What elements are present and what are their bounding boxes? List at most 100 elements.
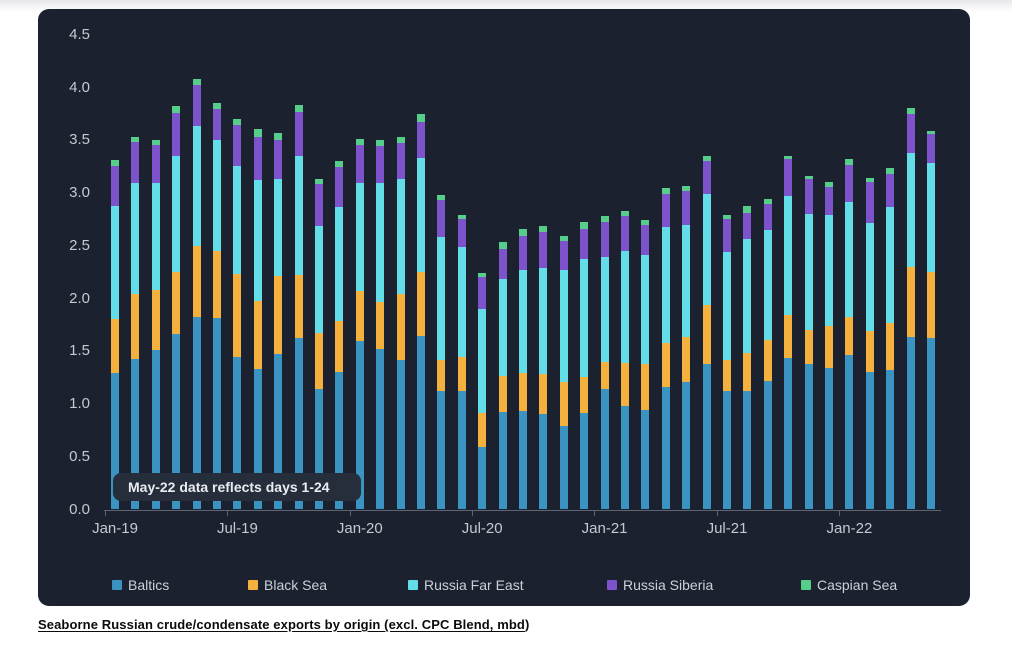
bar-segment-Sep-19-baltics[interactable]	[274, 353, 283, 509]
legend-item-black-sea[interactable]: Black Sea	[248, 578, 327, 592]
bar-segment-Feb-21-russia-siberia[interactable]	[621, 215, 629, 251]
bar-segment-May-19-russia-siberia[interactable]	[192, 84, 201, 127]
bar-Aug-21[interactable]	[743, 206, 752, 509]
bar-segment-Jan-21-russia-far-east[interactable]	[600, 256, 609, 363]
bar-segment-May-20-russia-far-east[interactable]	[437, 236, 446, 361]
bar-segment-Oct-20-russia-siberia[interactable]	[539, 231, 548, 269]
bar-segment-Sep-21-black-sea[interactable]	[763, 340, 772, 382]
bar-Oct-19[interactable]	[294, 104, 303, 509]
bar-segment-Sep-19-black-sea[interactable]	[274, 275, 283, 354]
bar-Jun-20[interactable]	[457, 214, 466, 509]
bar-segment-Feb-21-russia-far-east[interactable]	[621, 250, 629, 364]
bar-segment-Feb-20-caspian-sea[interactable]	[376, 139, 385, 147]
bar-segment-Sep-20-russia-far-east[interactable]	[519, 269, 527, 373]
bar-segment-Jun-21-baltics[interactable]	[702, 364, 711, 509]
bar-segment-Oct-21-russia-far-east[interactable]	[784, 195, 793, 315]
bar-segment-Apr-21-baltics[interactable]	[661, 386, 670, 509]
bar-segment-Nov-21-caspian-sea[interactable]	[804, 175, 813, 179]
bar-segment-Oct-20-russia-far-east[interactable]	[539, 268, 548, 374]
bar-segment-Aug-19-russia-far-east[interactable]	[253, 179, 262, 302]
bar-segment-Jan-19-russia-siberia[interactable]	[111, 166, 119, 207]
bar-segment-Mar-22-russia-siberia[interactable]	[886, 173, 895, 208]
bar-segment-Mar-20-black-sea[interactable]	[396, 293, 405, 361]
bar-segment-Mar-21-russia-siberia[interactable]	[641, 225, 650, 255]
bar-segment-Jul-19-caspian-sea[interactable]	[233, 118, 242, 125]
bar-segment-Oct-21-baltics[interactable]	[784, 358, 793, 509]
bar-segment-Aug-20-russia-far-east[interactable]	[498, 278, 507, 377]
bar-segment-Jun-21-caspian-sea[interactable]	[702, 155, 711, 161]
bar-segment-Apr-22-black-sea[interactable]	[906, 267, 915, 338]
bar-segment-Oct-20-caspian-sea[interactable]	[539, 226, 548, 232]
bar-segment-Apr-22-russia-far-east[interactable]	[906, 153, 915, 268]
bar-segment-May-20-black-sea[interactable]	[437, 360, 446, 391]
legend-item-baltics[interactable]: Baltics	[112, 578, 169, 592]
bar-segment-Oct-19-russia-siberia[interactable]	[294, 112, 303, 156]
bar-segment-Jun-19-baltics[interactable]	[213, 318, 221, 509]
bar-segment-Nov-19-black-sea[interactable]	[315, 332, 323, 389]
bar-segment-Mar-20-russia-far-east[interactable]	[396, 178, 405, 294]
bar-segment-Sep-21-russia-siberia[interactable]	[763, 204, 772, 231]
bar-segment-Apr-19-russia-siberia[interactable]	[172, 113, 181, 156]
bar-segment-May-22-russia-far-east[interactable]	[927, 162, 935, 272]
bar-Aug-20[interactable]	[498, 242, 507, 509]
legend-item-russia-far-east[interactable]: Russia Far East	[408, 578, 524, 592]
bar-Sep-20[interactable]	[519, 229, 527, 509]
bar-segment-Jul-19-baltics[interactable]	[233, 357, 242, 509]
bar-segment-Nov-20-baltics[interactable]	[559, 425, 568, 509]
bar-segment-Jun-20-russia-far-east[interactable]	[457, 247, 466, 358]
bar-segment-Apr-21-caspian-sea[interactable]	[661, 188, 670, 194]
bar-segment-Feb-19-baltics[interactable]	[131, 359, 140, 509]
bar-segment-Apr-21-russia-siberia[interactable]	[661, 193, 670, 228]
bar-Sep-19[interactable]	[274, 133, 283, 509]
bar-segment-Jan-21-baltics[interactable]	[600, 388, 609, 509]
bar-segment-Jun-21-russia-siberia[interactable]	[702, 160, 711, 194]
bar-segment-Nov-21-baltics[interactable]	[804, 364, 813, 509]
bar-segment-Oct-21-caspian-sea[interactable]	[784, 155, 793, 159]
bar-segment-Dec-20-russia-far-east[interactable]	[580, 258, 589, 378]
bar-segment-Jan-22-caspian-sea[interactable]	[845, 158, 854, 166]
bar-segment-May-19-black-sea[interactable]	[192, 246, 201, 317]
bar-segment-Jun-19-russia-siberia[interactable]	[213, 109, 221, 140]
legend-item-caspian-sea[interactable]: Caspian Sea	[801, 578, 897, 592]
bar-segment-May-21-russia-far-east[interactable]	[682, 225, 691, 337]
bar-segment-Sep-21-russia-far-east[interactable]	[763, 230, 772, 341]
bar-segment-Feb-20-black-sea[interactable]	[376, 302, 385, 349]
bar-segment-Aug-20-caspian-sea[interactable]	[498, 242, 507, 250]
bar-segment-Aug-19-russia-siberia[interactable]	[253, 136, 262, 180]
bar-segment-Sep-19-russia-far-east[interactable]	[274, 178, 283, 276]
bar-segment-Dec-19-black-sea[interactable]	[335, 321, 344, 372]
bar-segment-Dec-21-russia-far-east[interactable]	[825, 214, 833, 327]
bar-segment-Jul-21-russia-siberia[interactable]	[723, 218, 731, 252]
bar-segment-Apr-20-caspian-sea[interactable]	[417, 114, 425, 122]
bar-segment-Jul-21-caspian-sea[interactable]	[723, 214, 731, 219]
bar-segment-Sep-21-caspian-sea[interactable]	[763, 198, 772, 205]
bar-segment-Apr-20-baltics[interactable]	[417, 335, 425, 509]
bar-segment-Jan-19-baltics[interactable]	[111, 372, 119, 509]
bar-Feb-21[interactable]	[621, 211, 629, 509]
bar-segment-Mar-19-russia-far-east[interactable]	[151, 182, 160, 290]
bar-Nov-19[interactable]	[315, 178, 323, 509]
bar-segment-Aug-20-russia-siberia[interactable]	[498, 249, 507, 279]
bar-Apr-20[interactable]	[417, 114, 425, 509]
legend-item-russia-siberia[interactable]: Russia Siberia	[607, 578, 713, 592]
bar-segment-Aug-21-russia-siberia[interactable]	[743, 212, 752, 239]
bar-segment-Aug-21-caspian-sea[interactable]	[743, 206, 752, 213]
bar-segment-Jul-19-russia-siberia[interactable]	[233, 124, 242, 167]
bar-Jun-21[interactable]	[702, 155, 711, 509]
bar-Oct-20[interactable]	[539, 226, 548, 509]
bar-segment-Apr-19-baltics[interactable]	[172, 333, 181, 509]
bar-segment-Jul-20-baltics[interactable]	[478, 446, 487, 509]
bar-Dec-21[interactable]	[825, 181, 833, 509]
bar-segment-May-21-black-sea[interactable]	[682, 337, 691, 383]
bar-segment-Jan-20-russia-siberia[interactable]	[355, 145, 364, 183]
bar-segment-Feb-21-baltics[interactable]	[621, 405, 629, 509]
bar-segment-Jul-20-russia-far-east[interactable]	[478, 308, 487, 413]
bar-Apr-22[interactable]	[906, 108, 915, 509]
bar-segment-Dec-19-russia-siberia[interactable]	[335, 167, 344, 208]
bar-segment-Jun-19-black-sea[interactable]	[213, 250, 221, 319]
bar-segment-Sep-19-russia-siberia[interactable]	[274, 139, 283, 179]
bar-segment-Aug-19-caspian-sea[interactable]	[253, 129, 262, 137]
bar-segment-Feb-21-caspian-sea[interactable]	[621, 211, 629, 216]
bar-segment-Mar-19-baltics[interactable]	[151, 349, 160, 509]
bar-segment-Nov-19-russia-siberia[interactable]	[315, 184, 323, 227]
